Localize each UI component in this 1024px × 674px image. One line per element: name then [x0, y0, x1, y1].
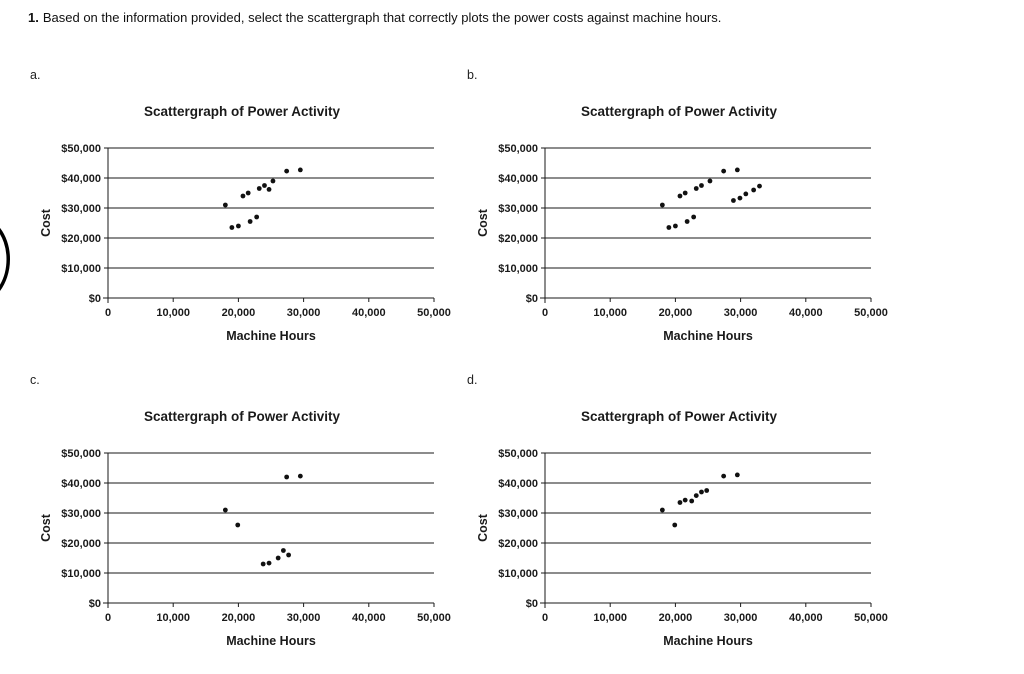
svg-text:Scattergraph of Power Activity: Scattergraph of Power Activity [144, 409, 341, 424]
svg-text:0: 0 [542, 307, 548, 319]
scattergraph-option-c[interactable]: Scattergraph of Power Activity Cost $0 $10,… [30, 401, 470, 657]
svg-text:$50,000: $50,000 [498, 448, 538, 460]
svg-text:$0: $0 [89, 598, 101, 610]
question-number: 1. [28, 10, 39, 25]
svg-text:Scattergraph of Power Activity: Scattergraph of Power Activity [144, 104, 341, 119]
question-text: 1. Based on the information provided, sel… [28, 10, 721, 25]
scattergraph-option-b[interactable]: Scattergraph of Power Activity Cost $0 $10,… [467, 96, 907, 352]
svg-text:30,000: 30,000 [287, 307, 321, 319]
svg-text:Machine Hours: Machine Hours [226, 329, 316, 343]
svg-text:$10,000: $10,000 [61, 568, 101, 580]
svg-text:$40,000: $40,000 [498, 478, 538, 490]
svg-text:$10,000: $10,000 [61, 263, 101, 275]
svg-text:Machine Hours: Machine Hours [663, 634, 753, 648]
svg-text:30,000: 30,000 [287, 612, 321, 624]
svg-text:$20,000: $20,000 [498, 538, 538, 550]
option-c-label: c. [30, 373, 40, 387]
svg-text:Cost: Cost [39, 513, 53, 542]
svg-text:Machine Hours: Machine Hours [663, 329, 753, 343]
svg-text:$50,000: $50,000 [498, 143, 538, 155]
option-b-label: b. [467, 68, 478, 82]
svg-text:$30,000: $30,000 [498, 508, 538, 520]
option-a-label: a. [30, 68, 41, 82]
svg-text:$50,000: $50,000 [61, 448, 101, 460]
svg-text:Scattergraph of Power Activity: Scattergraph of Power Activity [581, 409, 778, 424]
svg-text:30,000: 30,000 [724, 307, 758, 319]
svg-text:$40,000: $40,000 [61, 173, 101, 185]
svg-text:0: 0 [542, 612, 548, 624]
option-b[interactable]: b. Scattergraph of Power Activity Cost $0 $… [467, 66, 912, 352]
svg-text:$20,000: $20,000 [61, 538, 101, 550]
option-a[interactable]: a. Scattergraph of Power Activity Cost $0 $… [30, 66, 475, 352]
svg-text:$40,000: $40,000 [498, 173, 538, 185]
svg-text:10,000: 10,000 [156, 307, 190, 319]
svg-text:$10,000: $10,000 [498, 568, 538, 580]
svg-text:$50,000: $50,000 [61, 143, 101, 155]
svg-text:Cost: Cost [39, 208, 53, 237]
svg-text:$30,000: $30,000 [61, 203, 101, 215]
svg-text:10,000: 10,000 [156, 612, 190, 624]
svg-text:$0: $0 [526, 293, 538, 305]
svg-text:50,000: 50,000 [417, 307, 451, 319]
svg-text:30,000: 30,000 [724, 612, 758, 624]
svg-text:10,000: 10,000 [593, 612, 627, 624]
svg-text:0: 0 [105, 612, 111, 624]
svg-text:$20,000: $20,000 [498, 233, 538, 245]
svg-text:50,000: 50,000 [854, 307, 888, 319]
svg-text:40,000: 40,000 [352, 612, 386, 624]
svg-text:$30,000: $30,000 [61, 508, 101, 520]
svg-text:20,000: 20,000 [659, 307, 693, 319]
scattergraph-option-a[interactable]: Scattergraph of Power Activity Cost $0 $10,… [30, 96, 470, 352]
svg-text:0: 0 [105, 307, 111, 319]
svg-text:20,000: 20,000 [659, 612, 693, 624]
svg-text:Machine Hours: Machine Hours [226, 634, 316, 648]
scan-artifact-mark [0, 228, 10, 291]
svg-text:$20,000: $20,000 [61, 233, 101, 245]
svg-text:$0: $0 [89, 293, 101, 305]
svg-text:Cost: Cost [476, 513, 490, 542]
svg-text:20,000: 20,000 [222, 612, 256, 624]
svg-text:Cost: Cost [476, 208, 490, 237]
svg-text:50,000: 50,000 [417, 612, 451, 624]
option-d[interactable]: d. Scattergraph of Power Activity Cost $0 $… [467, 371, 912, 657]
question-body: Based on the information provided, selec… [42, 10, 722, 25]
svg-text:$10,000: $10,000 [498, 263, 538, 275]
svg-text:40,000: 40,000 [352, 307, 386, 319]
svg-text:$30,000: $30,000 [498, 203, 538, 215]
svg-text:40,000: 40,000 [789, 612, 823, 624]
svg-text:Scattergraph of Power Activity: Scattergraph of Power Activity [581, 104, 778, 119]
svg-text:$0: $0 [526, 598, 538, 610]
svg-text:10,000: 10,000 [593, 307, 627, 319]
option-d-label: d. [467, 373, 478, 387]
svg-text:40,000: 40,000 [789, 307, 823, 319]
option-c[interactable]: c. Scattergraph of Power Activity Cost $0 $… [30, 371, 475, 657]
svg-text:20,000: 20,000 [222, 307, 256, 319]
svg-text:50,000: 50,000 [854, 612, 888, 624]
svg-text:$40,000: $40,000 [61, 478, 101, 490]
scattergraph-option-d[interactable]: Scattergraph of Power Activity Cost $0 $10,… [467, 401, 907, 657]
